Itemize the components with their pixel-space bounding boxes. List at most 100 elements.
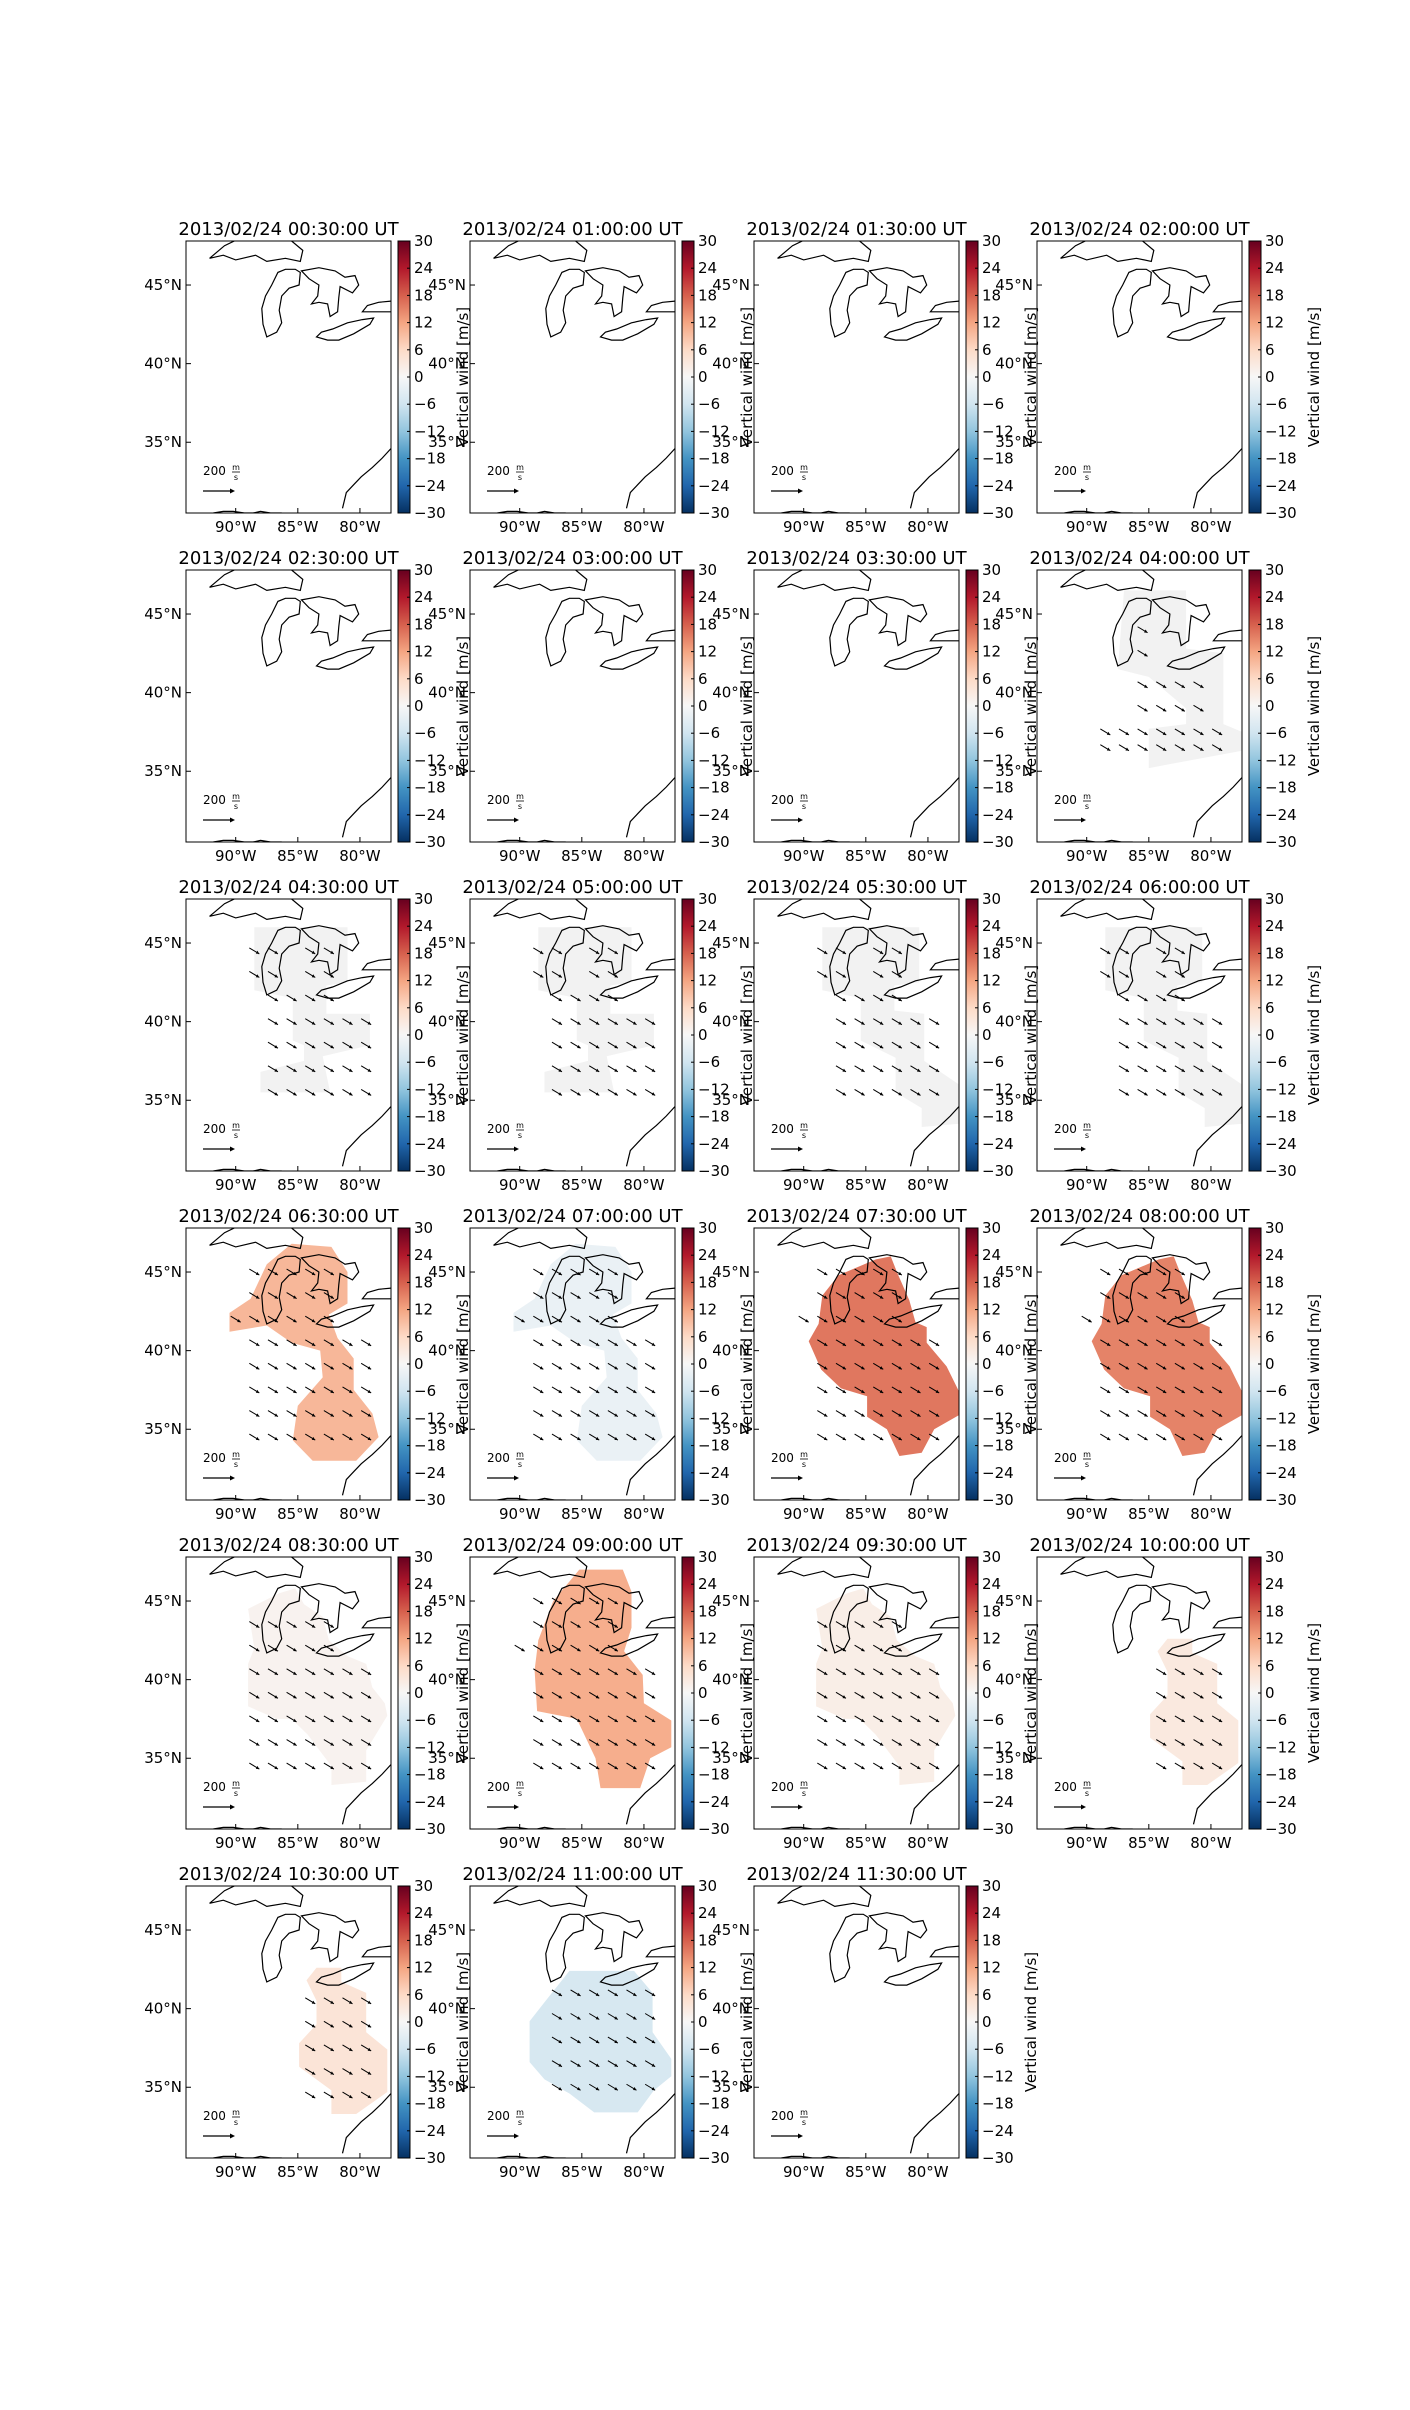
- wind-arrow-head: [1162, 1742, 1167, 1746]
- wind-arrow-head: [879, 1366, 884, 1370]
- colorbar-tick-label: −18: [414, 2095, 446, 2113]
- wind-arrow-head: [577, 1765, 581, 1770]
- colorbar-tick-label: 30: [982, 1219, 1001, 1237]
- wind-arrow-head: [614, 950, 618, 954]
- wind-arrow-head: [577, 2016, 581, 2020]
- wind-field-region: [248, 1588, 388, 1785]
- panel-18: 2013/02/24 09:00:00 UT 90°W 85°W 80°W 45°N 40…: [428, 1535, 756, 1852]
- wind-arrow-head: [293, 1366, 297, 1370]
- wind-arrow-head: [651, 1068, 656, 1072]
- wind-arrow-head: [577, 1742, 581, 1746]
- wind-arrow-head: [1162, 997, 1167, 1002]
- wind-arrow-head: [330, 1765, 334, 1770]
- y-tick-label: 35°N: [144, 433, 182, 451]
- wind-arrow-head: [311, 1366, 316, 1370]
- colorbar-tick-label: 24: [1265, 1246, 1284, 1264]
- wind-arrow-head: [898, 1695, 902, 1699]
- coastline-erie: [599, 1304, 659, 1328]
- wind-arrow-head: [577, 997, 581, 1002]
- colorbar-tick-label: 0: [698, 1026, 708, 1044]
- wind-arrow-head: [651, 1765, 656, 1770]
- wind-arrow-head: [1125, 731, 1129, 735]
- scale-label: 200: [771, 793, 794, 807]
- y-tick-label: 40°N: [995, 355, 1033, 373]
- wind-arrow-head: [879, 997, 884, 1002]
- wind-arrow-head: [1181, 747, 1185, 751]
- colorbar-label: Vertical wind [m/s]: [454, 1294, 472, 1434]
- wind-arrow-head: [255, 1695, 260, 1699]
- wind-arrow-head: [1125, 1021, 1129, 1025]
- colorbar-tick-label: 6: [414, 670, 424, 688]
- panel-axes-frame: [185, 1556, 392, 1830]
- colorbar-tick-label: 0: [982, 697, 992, 715]
- wind-arrow-head: [311, 1068, 316, 1072]
- wind-arrow-head: [898, 1068, 902, 1072]
- wind-arrow-head: [558, 1045, 562, 1049]
- colorbar-tick-label: 30: [1265, 890, 1284, 908]
- scale-label: 200: [771, 1122, 794, 1136]
- wind-arrow-head: [1181, 1068, 1185, 1072]
- x-tick-label: 85°W: [845, 2163, 887, 2181]
- y-tick-label: 40°N: [995, 684, 1033, 702]
- scale-label: 200: [487, 1122, 510, 1136]
- scale-unit-numerator: m: [1083, 1450, 1091, 1459]
- x-tick-label: 80°W: [339, 1505, 381, 1523]
- wind-arrow-head: [349, 1342, 353, 1346]
- y-tick-label: 45°N: [144, 1263, 182, 1281]
- wind-arrow-head: [274, 1765, 278, 1770]
- colorbar-tick-label: −30: [414, 833, 446, 851]
- y-tick-label: 35°N: [712, 1420, 750, 1438]
- wind-arrow-head: [577, 1318, 581, 1323]
- wind-arrow-head: [1200, 1765, 1204, 1770]
- colorbar-label: Vertical wind [m/s]: [454, 965, 472, 1105]
- colorbar-tick-label: −24: [982, 1793, 1014, 1811]
- wind-arrow-head: [633, 1742, 637, 1746]
- colorbar-tick-label: 24: [698, 588, 717, 606]
- wind-arrow-head: [805, 1318, 809, 1323]
- scale-arrow-head: [514, 1146, 519, 1152]
- coastline-michigan: [1112, 1584, 1152, 1654]
- wind-arrow-head: [595, 1413, 600, 1417]
- wind-arrow-head: [521, 1647, 525, 1652]
- colorbar-tick-label: 24: [982, 588, 1001, 606]
- y-tick-label: 35°N: [428, 433, 466, 451]
- coastline-erie: [599, 1962, 659, 1986]
- wind-arrow-head: [539, 1271, 544, 1276]
- wind-arrow-head: [879, 1092, 884, 1096]
- coastline-ontario: [361, 1287, 391, 1300]
- wind-arrow-head: [539, 1413, 544, 1417]
- y-tick-label: 40°N: [428, 684, 466, 702]
- coastline-huron: [300, 925, 360, 976]
- wind-arrow-head: [917, 1718, 921, 1722]
- panel-axes-frame: [1036, 569, 1243, 843]
- wind-arrow-head: [917, 1436, 921, 1441]
- wind-arrow-head: [311, 1718, 316, 1722]
- y-tick-label: 45°N: [712, 1921, 750, 1939]
- wind-arrow-head: [577, 1295, 581, 1299]
- colorbar-tick-label: 24: [982, 259, 1001, 277]
- wind-arrow-head: [293, 1765, 297, 1770]
- colorbar-tick-label: 24: [982, 1246, 1001, 1264]
- wind-arrow-head: [1218, 1045, 1223, 1049]
- wind-arrow-head: [842, 997, 846, 1002]
- panel-title: 2013/02/24 01:00:00 UT: [462, 219, 683, 240]
- colorbar-tick-label: 0: [698, 368, 708, 386]
- coastline-ontario: [929, 1945, 959, 1958]
- colorbar-tick-label: −30: [414, 1162, 446, 1180]
- colorbar-tick-label: 12: [698, 643, 717, 661]
- wind-arrow-head: [1106, 1271, 1111, 1276]
- wind-arrow-head: [861, 1045, 865, 1049]
- wind-arrow-head: [1200, 1366, 1204, 1370]
- wind-arrow-head: [1088, 1318, 1092, 1323]
- wind-arrow-head: [293, 1342, 297, 1346]
- wind-arrow-head: [274, 1389, 278, 1393]
- wind-arrow-head: [255, 950, 260, 954]
- coastline-huron: [868, 596, 928, 647]
- colorbar-tick-label: 6: [698, 341, 708, 359]
- coastline-ontario: [1212, 1287, 1242, 1300]
- wind-arrow-head: [861, 1295, 865, 1299]
- colorbar-tick-label: 12: [414, 1959, 433, 1977]
- colorbar-tick-label: 24: [414, 588, 433, 606]
- wind-arrow-head: [1144, 1413, 1148, 1417]
